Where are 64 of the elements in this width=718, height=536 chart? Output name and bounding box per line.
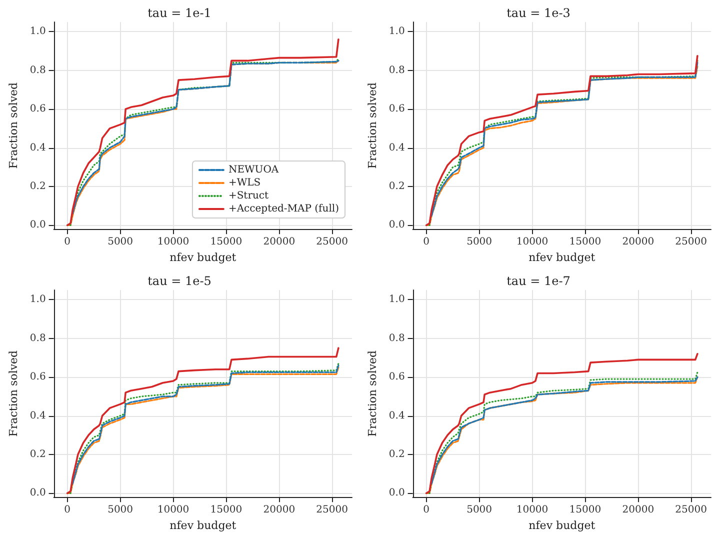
y-tick-label: 0.8 [30, 332, 46, 344]
x-tick-label: 10000 [516, 504, 548, 516]
x-tick-label: 0 [423, 236, 430, 248]
x-tick-label: 10000 [157, 504, 190, 516]
x-tick-label: 10000 [516, 236, 548, 248]
y-tick-label: 0.4 [388, 410, 405, 422]
y-tick-label: 1.0 [388, 26, 405, 38]
x-tick-label: 15000 [569, 504, 602, 516]
y-tick-label: 0.2 [30, 181, 46, 192]
x-tick-label: 5000 [466, 236, 492, 248]
y-axis-title: Fraction solved [366, 350, 379, 437]
legend-label: +Struct [228, 190, 269, 202]
y-tick-label: 0.8 [388, 64, 405, 76]
legend-label: NEWUOA [228, 164, 280, 176]
chart-title: tau = 1e-7 [506, 274, 570, 288]
x-tick-label: 5000 [108, 236, 134, 248]
x-tick-label: 25000 [316, 504, 348, 516]
x-tick-label: 15000 [210, 236, 242, 248]
x-tick-label: 20000 [622, 504, 654, 516]
y-tick-label: 1.0 [30, 26, 46, 38]
y-tick-label: 0.8 [388, 332, 405, 344]
y-tick-label: 0.6 [30, 372, 46, 383]
y-tick-label: 0.4 [388, 142, 405, 154]
y-tick-label: 1.0 [388, 294, 405, 306]
x-axis-title: nfev budget [528, 519, 596, 532]
x-tick-label: 15000 [210, 504, 242, 516]
y-tick-label: 0.4 [30, 142, 46, 154]
chart-title: tau = 1e-5 [148, 274, 212, 288]
x-axis-title: nfev budget [528, 251, 596, 264]
x-tick-label: 25000 [316, 236, 348, 248]
x-tick-label: 20000 [263, 504, 296, 516]
x-axis-title: nfev budget [170, 251, 237, 264]
x-tick-label: 0 [423, 504, 430, 516]
y-axis-title: Fraction solved [7, 350, 20, 437]
x-tick-label: 5000 [108, 504, 134, 516]
y-tick-label: 0.0 [30, 488, 46, 499]
x-tick-label: 0 [64, 236, 71, 248]
x-tick-label: 20000 [622, 236, 654, 248]
x-tick-label: 10000 [157, 236, 190, 248]
y-tick-label: 0.2 [388, 181, 405, 192]
y-tick-label: 0.4 [30, 410, 46, 422]
y-tick-label: 0.8 [30, 64, 46, 76]
y-tick-label: 0.0 [388, 220, 405, 231]
chart-title: tau = 1e-1 [148, 6, 212, 20]
y-tick-label: 0.6 [388, 104, 405, 115]
x-tick-label: 15000 [569, 236, 602, 248]
y-tick-label: 0.0 [388, 488, 405, 499]
y-tick-label: 0.6 [30, 104, 46, 115]
y-axis-title: Fraction solved [366, 82, 379, 169]
x-tick-label: 25000 [675, 236, 707, 248]
legend-label: +Accepted-MAP (full) [228, 204, 340, 214]
y-tick-label: 0.2 [388, 449, 405, 460]
x-axis-title: nfev budget [170, 519, 237, 532]
x-tick-label: 0 [64, 504, 71, 516]
x-tick-label: 5000 [466, 504, 492, 516]
legend-label: +WLS [228, 178, 261, 188]
chart-title: tau = 1e-3 [506, 6, 570, 20]
y-tick-label: 0.0 [30, 220, 46, 231]
y-tick-label: 1.0 [30, 294, 46, 306]
y-tick-label: 0.2 [30, 449, 46, 460]
x-tick-label: 20000 [263, 236, 296, 248]
y-axis-title: Fraction solved [7, 82, 20, 169]
x-tick-label: 25000 [675, 504, 707, 516]
y-tick-label: 0.6 [388, 372, 405, 383]
